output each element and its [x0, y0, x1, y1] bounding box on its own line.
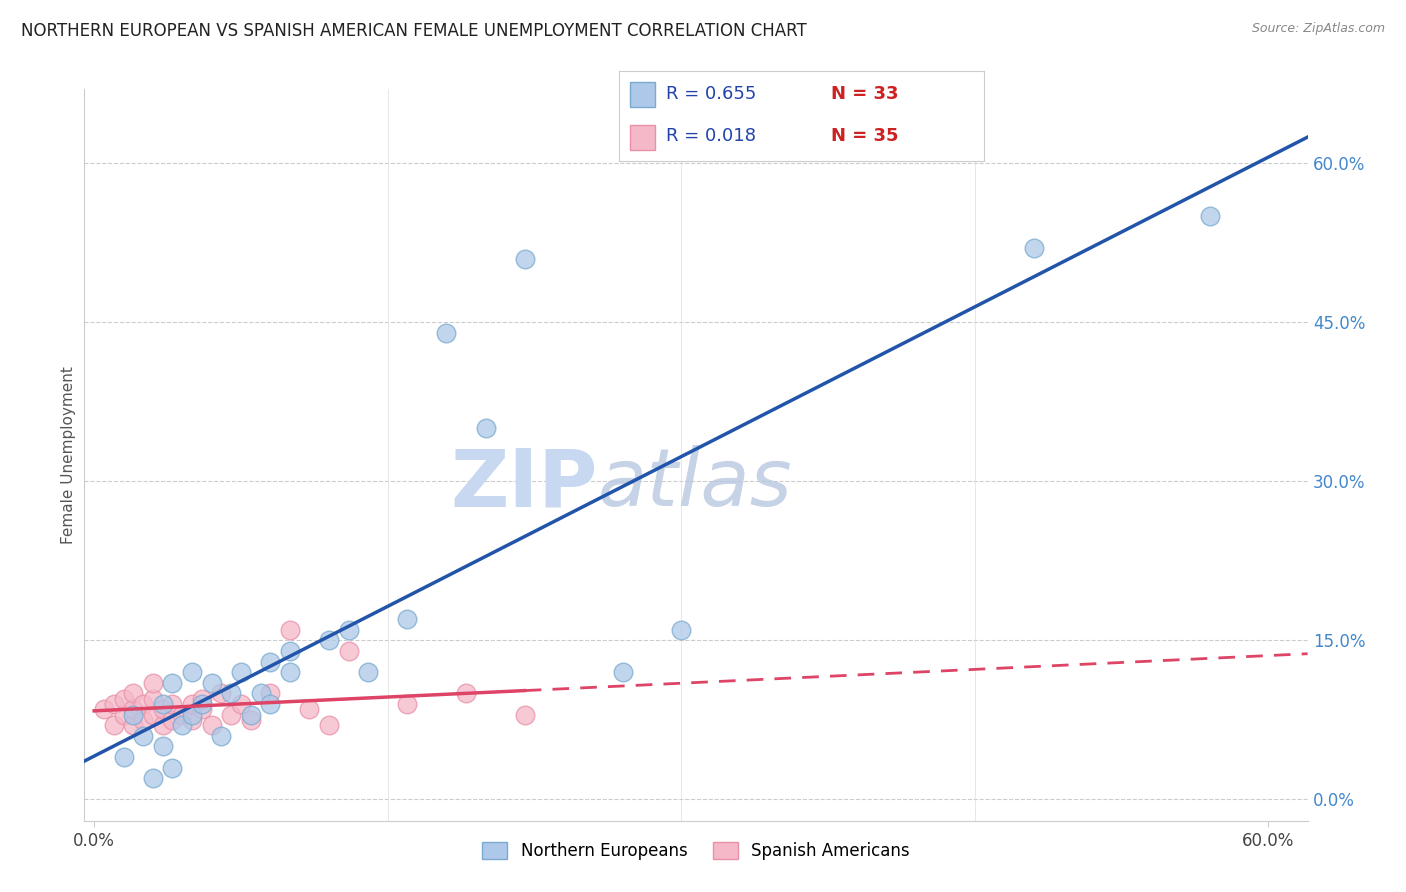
Point: [181, 697, 204, 711]
Point: [200, 676, 222, 690]
Text: Source: ZipAtlas.com: Source: ZipAtlas.com: [1251, 22, 1385, 36]
Point: [278, 644, 301, 658]
Point: [229, 665, 252, 680]
Legend: Northern Europeans, Spanish Americans: Northern Europeans, Spanish Americans: [475, 836, 917, 867]
Point: [172, 718, 194, 732]
Point: [142, 707, 165, 722]
Point: [172, 707, 194, 722]
Point: [112, 691, 135, 706]
Point: [454, 686, 477, 700]
Point: [513, 707, 536, 722]
Point: [1198, 210, 1220, 224]
Point: [162, 697, 184, 711]
Point: [191, 697, 214, 711]
Bar: [630, 125, 655, 150]
Text: R = 0.018: R = 0.018: [666, 127, 756, 145]
Point: [278, 623, 301, 637]
Point: [152, 739, 174, 754]
Text: N = 33: N = 33: [831, 85, 898, 103]
Point: [209, 686, 232, 700]
Point: [337, 644, 360, 658]
Point: [191, 691, 214, 706]
Point: [152, 702, 174, 716]
Text: R = 0.655: R = 0.655: [666, 85, 756, 103]
Text: NORTHERN EUROPEAN VS SPANISH AMERICAN FEMALE UNEMPLOYMENT CORRELATION CHART: NORTHERN EUROPEAN VS SPANISH AMERICAN FE…: [21, 22, 807, 40]
Point: [259, 697, 281, 711]
Point: [122, 707, 145, 722]
Point: [181, 707, 204, 722]
Point: [142, 771, 165, 785]
Bar: [630, 82, 655, 107]
Point: [249, 686, 271, 700]
Point: [132, 713, 155, 727]
Point: [278, 665, 301, 680]
Point: [239, 707, 262, 722]
Point: [513, 252, 536, 266]
Point: [162, 713, 184, 727]
Text: ZIP: ZIP: [451, 445, 598, 524]
Text: atlas: atlas: [598, 445, 793, 524]
Y-axis label: Female Unemployment: Female Unemployment: [60, 366, 76, 544]
Point: [112, 750, 135, 764]
Point: [200, 718, 222, 732]
Point: [132, 697, 155, 711]
Point: [396, 612, 419, 626]
Point: [318, 718, 340, 732]
Point: [612, 665, 634, 680]
Point: [181, 713, 204, 727]
Point: [209, 729, 232, 743]
Point: [259, 686, 281, 700]
Point: [122, 686, 145, 700]
Point: [142, 691, 165, 706]
Point: [152, 718, 174, 732]
Point: [142, 676, 165, 690]
Point: [337, 623, 360, 637]
Point: [103, 697, 125, 711]
Point: [132, 729, 155, 743]
Point: [93, 702, 115, 716]
Point: [112, 707, 135, 722]
Point: [191, 702, 214, 716]
Point: [122, 718, 145, 732]
Point: [103, 718, 125, 732]
Point: [181, 665, 204, 680]
Point: [357, 665, 380, 680]
Point: [259, 655, 281, 669]
Point: [162, 676, 184, 690]
Point: [162, 761, 184, 775]
Point: [239, 713, 262, 727]
Point: [1022, 241, 1045, 255]
Point: [474, 421, 496, 435]
Point: [298, 702, 321, 716]
Point: [436, 326, 458, 340]
Point: [229, 697, 252, 711]
Point: [219, 686, 242, 700]
Point: [219, 707, 242, 722]
Point: [396, 697, 419, 711]
Point: [318, 633, 340, 648]
Text: N = 35: N = 35: [831, 127, 898, 145]
Point: [671, 623, 693, 637]
Point: [122, 702, 145, 716]
Point: [152, 697, 174, 711]
